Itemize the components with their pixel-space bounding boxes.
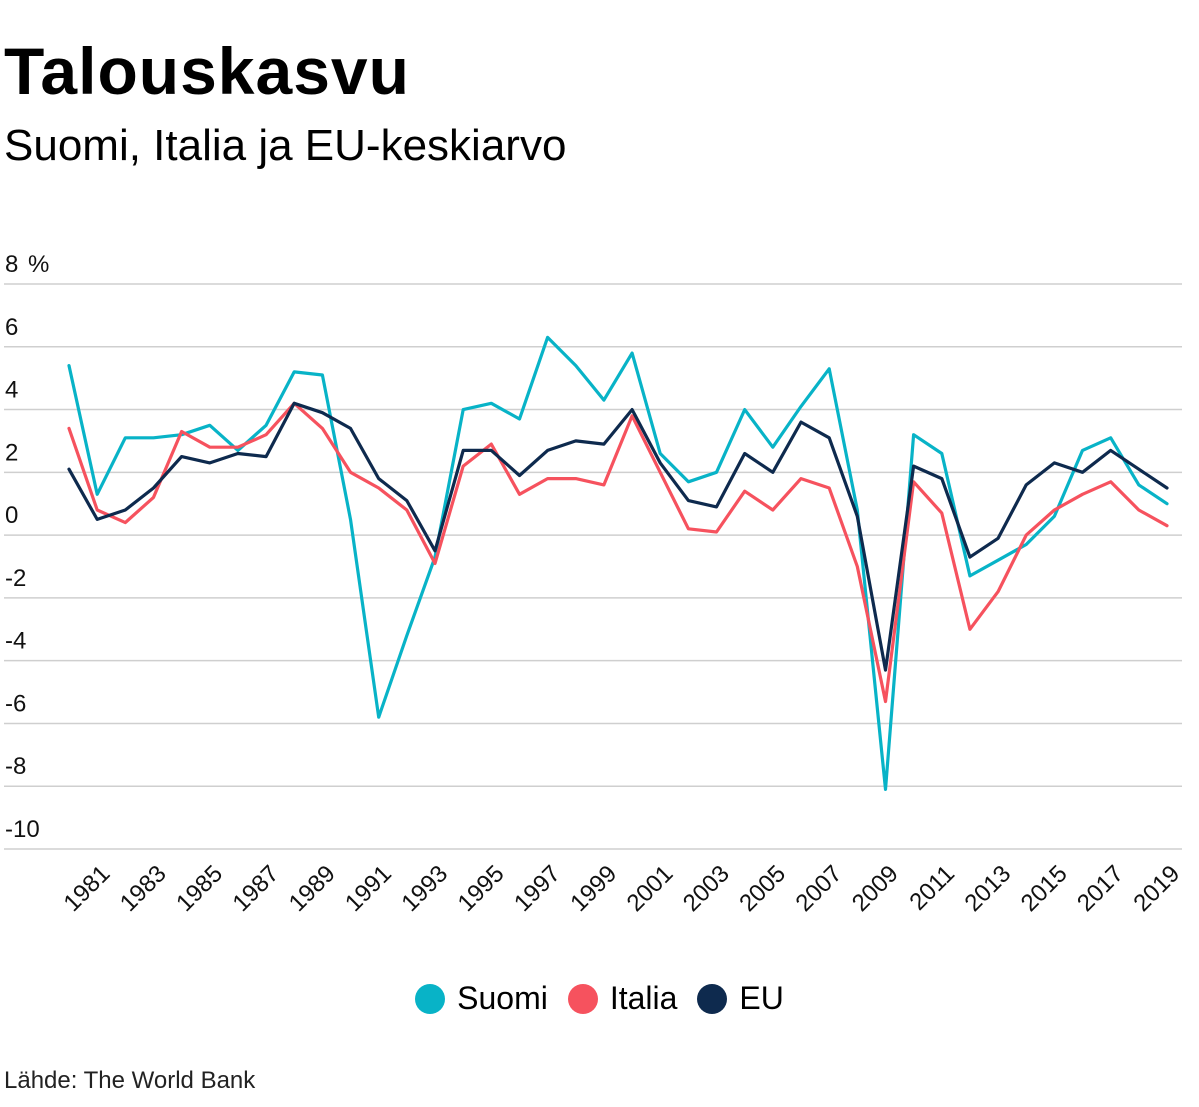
- x-tick-label: 1987: [227, 860, 284, 917]
- x-tick-label: 1983: [115, 860, 172, 917]
- legend: Suomi Italia EU: [0, 980, 1199, 1017]
- legend-label-eu: EU: [739, 980, 784, 1016]
- legend-item-italia[interactable]: Italia: [567, 980, 678, 1017]
- x-axis-labels: 1981 1983 1985 1987 1989 1991 1993 1995 1997 1999…: [59, 860, 1186, 917]
- x-tick-label: 2007: [791, 860, 848, 917]
- legend-item-eu[interactable]: EU: [697, 980, 784, 1017]
- grid-layer: [4, 283, 1182, 850]
- x-tick-label: 2013: [959, 860, 1016, 917]
- chart-subtitle: Suomi, Italia ja EU-keskiarvo: [4, 121, 567, 170]
- y-tick-label: -6: [5, 690, 26, 717]
- y-tick-label: 0: [5, 502, 18, 529]
- series-layer: [67, 335, 1169, 792]
- x-tick-label: 1985: [171, 860, 228, 917]
- y-tick-label: -10: [5, 816, 40, 843]
- x-tick-label: 2017: [1072, 860, 1129, 917]
- legend-item-suomi[interactable]: Suomi: [415, 980, 548, 1017]
- y-tick-label: -8: [5, 753, 26, 780]
- x-tick-label: 2003: [678, 860, 735, 917]
- series-line-italia: [67, 401, 1169, 704]
- y-axis-labels: 8 6 4 2 0 -2 -4 -6 -8 -10%: [5, 251, 49, 843]
- legend-dot-eu: [697, 983, 728, 1014]
- chart-title: Talouskasvu: [4, 34, 410, 108]
- x-tick-label: 1995: [453, 860, 510, 917]
- x-tick-label: 2005: [734, 860, 791, 917]
- y-tick-label: -4: [5, 628, 26, 655]
- legend-dot-italia: [567, 983, 598, 1014]
- x-tick-label: 1991: [340, 860, 397, 917]
- series-line-suomi: [67, 335, 1169, 792]
- y-tick-label: 4: [5, 377, 18, 404]
- x-tick-label: 2019: [1128, 860, 1185, 917]
- source-note: Lähde: The World Bank: [4, 1067, 256, 1094]
- x-tick-label: 1993: [396, 860, 453, 917]
- legend-dot-suomi: [415, 983, 446, 1014]
- x-tick-label: 2011: [904, 860, 960, 916]
- y-tick-label: 2: [5, 439, 18, 466]
- legend-label-suomi: Suomi: [457, 980, 548, 1016]
- y-tick-label: -2: [5, 565, 26, 592]
- series-line-eu: [67, 401, 1169, 672]
- x-tick-label: 2009: [847, 860, 904, 917]
- x-tick-label: 2001: [622, 860, 679, 917]
- x-tick-label: 1989: [284, 860, 341, 917]
- x-tick-label: 1999: [565, 860, 622, 917]
- x-tick-label: 1997: [509, 860, 566, 917]
- y-unit-label: %: [28, 251, 49, 278]
- y-tick-label: 8: [5, 251, 18, 278]
- x-tick-label: 1981: [59, 860, 116, 917]
- x-tick-label: 2015: [1016, 860, 1073, 917]
- legend-label-italia: Italia: [609, 980, 678, 1016]
- y-tick-label: 6: [5, 314, 18, 341]
